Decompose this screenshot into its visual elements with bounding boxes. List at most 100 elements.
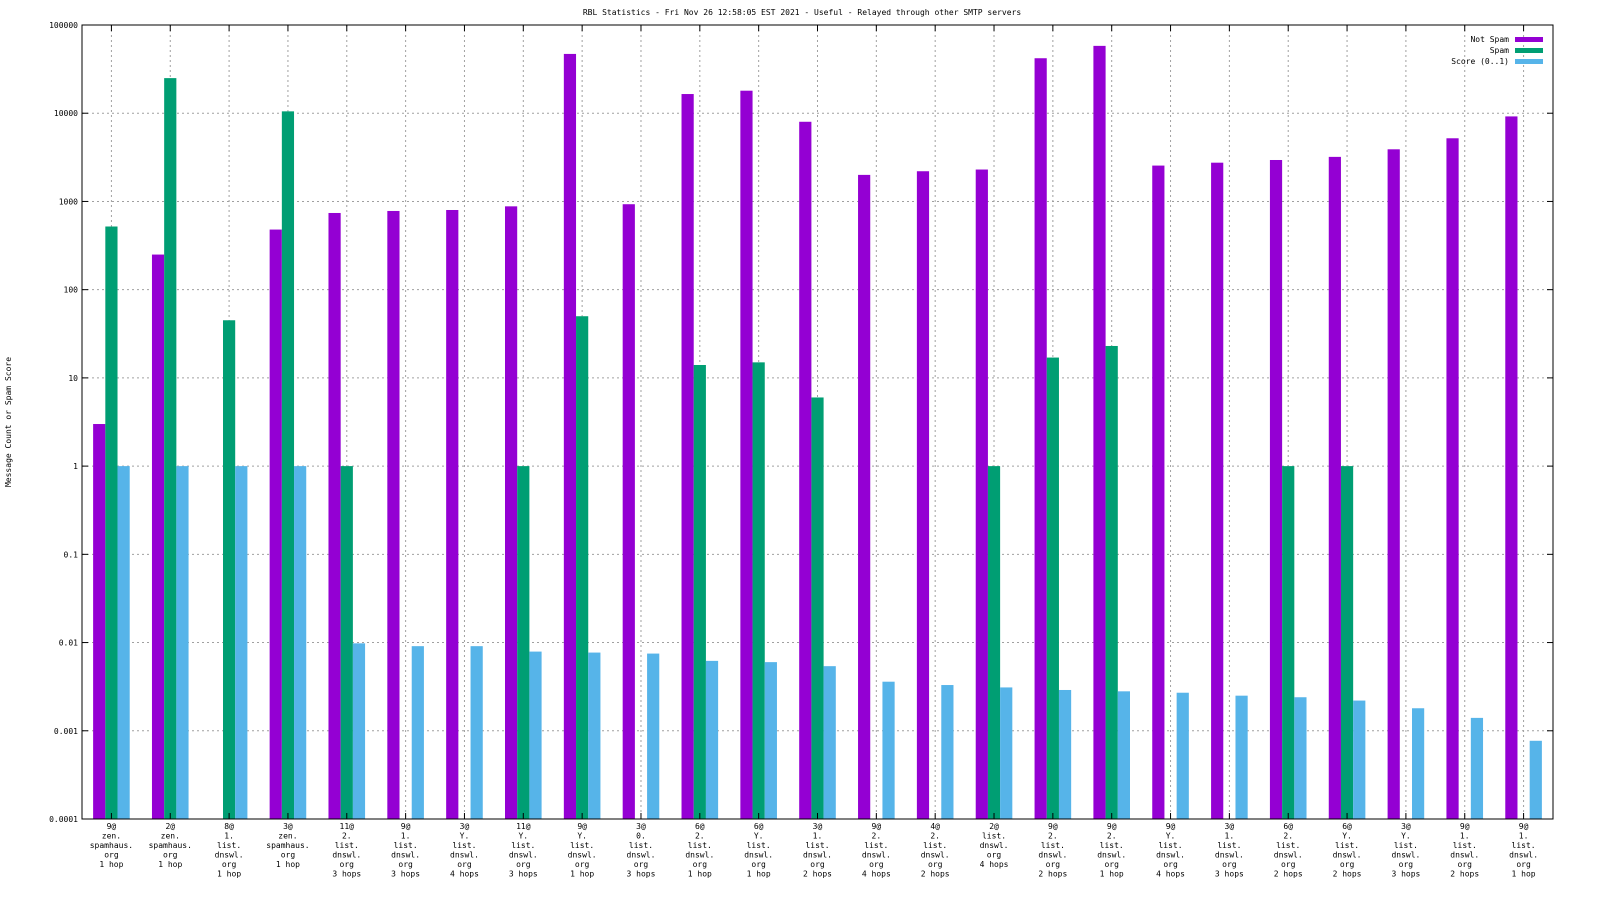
x-tick-label: 2@ list. dnswl. org 4 hops xyxy=(980,822,1009,869)
x-tick-label-line: dnswl. xyxy=(803,851,832,860)
x-tick-label-line: dnswl. xyxy=(1097,851,1126,860)
x-tick-label: 8@ 1. list. dnswl. org 1 hop xyxy=(215,822,244,879)
x-tick-label-line: 2 hops xyxy=(1038,870,1067,879)
x-tick-label-line: 9@ xyxy=(1166,822,1176,831)
x-tick-label-line: dnswl. xyxy=(391,851,420,860)
x-tick-label: 6@ Y. list. dnswl. org 2 hops xyxy=(1333,822,1362,879)
x-tick-label-line: spamhaus. xyxy=(149,841,192,850)
x-tick-label-line: 3@ xyxy=(636,822,646,831)
y-tick-label: 1 xyxy=(73,462,78,471)
x-tick-label-line: 6@ xyxy=(1283,822,1293,831)
x-tick-label-line: list. xyxy=(747,841,771,850)
bar-score-0-1 xyxy=(1235,695,1248,819)
x-tick-label-line: 4 hops xyxy=(450,870,479,879)
bar-spam xyxy=(752,362,765,819)
x-tick-label-line: 2@ xyxy=(989,822,999,831)
x-tick-label-line: Y. xyxy=(1401,832,1411,841)
x-tick-label-line: 1 hop xyxy=(217,870,241,879)
x-tick-label-line: 1. xyxy=(813,832,823,841)
bar-not-spam xyxy=(328,212,341,820)
bar-not-spam xyxy=(799,121,812,819)
x-tick-label-line: 6@ xyxy=(695,822,705,831)
x-tick-label-line: list. xyxy=(1041,841,1065,850)
bar-not-spam xyxy=(563,53,577,819)
x-tick-label-line: list. xyxy=(982,832,1006,841)
x-tick-label-line: dnswl. xyxy=(1038,851,1067,860)
bar-not-spam xyxy=(1152,165,1165,820)
x-tick-label-line: zen. xyxy=(278,832,297,841)
x-tick-label-line: 2. xyxy=(930,832,940,841)
x-tick-label-line: dnswl. xyxy=(332,851,361,860)
x-tick-label-line: list. xyxy=(923,841,947,850)
bar-spam xyxy=(811,397,824,819)
x-tick-label-line: org xyxy=(1340,860,1355,869)
x-tick-label-line: dnswl. xyxy=(685,851,714,860)
x-tick-label-line: list. xyxy=(1276,841,1300,850)
bar-spam xyxy=(517,466,530,819)
bars xyxy=(93,45,1542,820)
y-tick-label: 10000 xyxy=(54,109,78,118)
x-tick-label-line: Y. xyxy=(518,832,528,841)
bar-score-0-1 xyxy=(117,466,130,819)
bar-score-0-1 xyxy=(1058,689,1072,819)
x-tick-label-line: org xyxy=(398,860,413,869)
y-tick-label: 0.01 xyxy=(59,639,78,648)
x-tick-label-line: org xyxy=(457,860,472,869)
x-tick-label-line: 3@ xyxy=(1401,822,1411,831)
bar-spam xyxy=(1105,345,1118,819)
bar-score-0-1 xyxy=(411,646,424,819)
y-tick-label: 100000 xyxy=(49,21,78,30)
bar-not-spam xyxy=(681,94,694,820)
x-tick-label-line: dnswl. xyxy=(980,841,1009,850)
x-tick-label-line: 9@ xyxy=(401,822,411,831)
bar-spam xyxy=(164,78,177,820)
x-tick-label-line: 9@ xyxy=(107,822,117,831)
y-tick-label: 1000 xyxy=(59,197,78,206)
x-tick-label-line: 2 hops xyxy=(1450,870,1479,879)
x-tick-label-line: 3 hops xyxy=(1215,870,1244,879)
x-tick-label: 2@ zen. spamhaus. org 1 hop xyxy=(149,822,192,869)
x-tick-label: 9@ Y. list. dnswl. org 1 hop xyxy=(568,822,597,879)
x-tick-label-line: list. xyxy=(688,841,712,850)
x-tick-label-line: list. xyxy=(629,841,653,850)
x-tick-label-line: 1. xyxy=(1519,832,1529,841)
x-tick-label-line: list. xyxy=(1217,841,1241,850)
bar-score-0-1 xyxy=(235,466,248,819)
x-tick-label-line: org xyxy=(281,851,296,860)
x-tick-label-line: 2 hops xyxy=(1274,870,1303,879)
x-tick-label-line: org xyxy=(810,860,825,869)
legend-swatch xyxy=(1515,48,1543,53)
x-tick-label-line: spamhaus. xyxy=(90,841,133,850)
x-tick-label: 6@ Y. list. dnswl. org 1 hop xyxy=(744,822,773,879)
x-tick-label: 6@ 2. list. dnswl. org 1 hop xyxy=(685,822,714,879)
x-tick-label-line: org xyxy=(1046,860,1061,869)
x-tick-label-line: 1 hop xyxy=(747,870,771,879)
x-tick-label-line: list. xyxy=(394,841,418,850)
x-tick-label-line: list. xyxy=(805,841,829,850)
x-tick-label-line: org xyxy=(869,860,884,869)
bar-score-0-1 xyxy=(470,646,483,819)
x-tick-label-line: 1 hop xyxy=(1512,870,1536,879)
x-tick-label-line: list. xyxy=(1100,841,1124,850)
bar-score-0-1 xyxy=(1176,692,1189,819)
x-tick-label-line: dnswl. xyxy=(862,851,891,860)
x-tick-label-line: 3 hops xyxy=(1391,870,1420,879)
y-tick-label: 100 xyxy=(64,286,79,295)
bar-spam xyxy=(1282,466,1295,819)
bar-score-0-1 xyxy=(823,666,836,819)
bar-spam xyxy=(576,316,589,819)
x-tick-label: 9@ 2. list. dnswl. org 4 hops xyxy=(862,822,891,879)
bar-score-0-1 xyxy=(1412,708,1425,819)
x-tick-label-line: 4 hops xyxy=(862,870,891,879)
bar-score-0-1 xyxy=(647,653,660,819)
x-tick-label: 3@ Y. list. dnswl. org 4 hops xyxy=(450,822,479,879)
x-tick-label: 11@ 2. list. dnswl. org 3 hops xyxy=(332,822,361,879)
bar-score-0-1 xyxy=(764,662,777,819)
x-tick-label-line: 3 hops xyxy=(391,870,420,879)
legend-swatch xyxy=(1515,37,1543,42)
x-tick-label-line: 2 hops xyxy=(921,870,950,879)
y-tick-label: 0.0001 xyxy=(49,815,78,824)
x-tick-label-line: zen. xyxy=(102,832,121,841)
x-tick-label-line: Y. xyxy=(577,832,587,841)
